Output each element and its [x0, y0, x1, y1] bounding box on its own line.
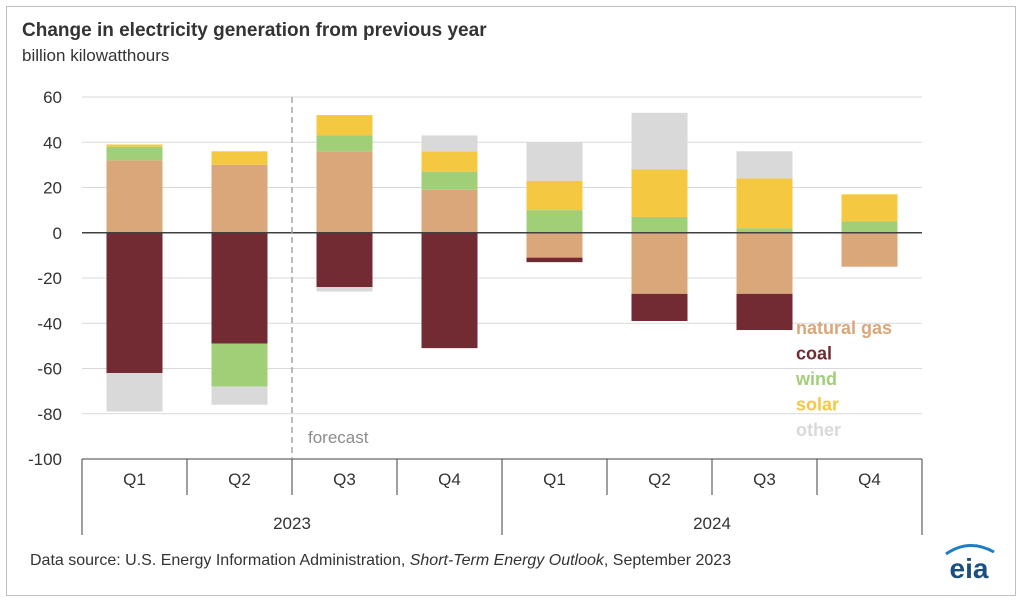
x-group-label: 2023 [273, 514, 311, 533]
bar-solar [316, 115, 373, 136]
y-tick-label: 40 [43, 133, 62, 152]
bar-other [421, 135, 478, 152]
y-tick-label: -80 [37, 405, 62, 424]
x-tick-label: Q3 [333, 470, 356, 489]
x-tick-label: Q4 [438, 470, 461, 489]
bar-natural-gas [526, 232, 583, 258]
legend-natural-gas: natural gas [796, 318, 892, 338]
bar-natural-gas [841, 232, 898, 267]
y-tick-label: -100 [28, 450, 62, 469]
y-tick-label: -40 [37, 314, 62, 333]
bar-wind [631, 216, 688, 233]
bar-wind [106, 146, 163, 161]
bar-wind [316, 135, 373, 152]
bar-natural-gas [736, 232, 793, 294]
bar-wind [211, 343, 268, 387]
bar-coal [211, 232, 268, 344]
bar-solar [736, 178, 793, 229]
y-tick-label: 0 [53, 224, 62, 243]
x-tick-label: Q3 [753, 470, 776, 489]
bar-solar [631, 169, 688, 217]
bar-solar [421, 151, 478, 172]
bar-natural-gas [211, 164, 268, 233]
bar-other [106, 373, 163, 412]
bar-wind [526, 210, 583, 233]
y-tick-label: 60 [43, 88, 62, 107]
bar-wind [841, 221, 898, 233]
source-suffix: , September 2023 [603, 552, 732, 569]
bar-coal [316, 232, 373, 288]
legend-solar: solar [796, 395, 839, 415]
bar-coal [736, 293, 793, 331]
legend-wind: wind [795, 369, 837, 389]
legend-other: other [796, 420, 841, 440]
bar-wind [736, 228, 793, 233]
bar-natural-gas [631, 232, 688, 294]
bar-solar [526, 180, 583, 211]
bar-natural-gas [421, 189, 478, 233]
eia-logo-arc [945, 544, 995, 556]
chart-frame [6, 6, 1016, 596]
data-source-note: Data source: U.S. Energy Information Adm… [30, 552, 731, 570]
chart-title: Change in electricity generation from pr… [22, 20, 487, 41]
x-tick-label: Q1 [543, 470, 566, 489]
bar-natural-gas [106, 160, 163, 233]
x-tick-label: Q4 [858, 470, 881, 489]
legend-coal: coal [796, 344, 832, 364]
chart-subtitle: billion kilowatthours [22, 46, 170, 65]
x-tick-label: Q1 [123, 470, 146, 489]
x-tick-label: Q2 [648, 470, 671, 489]
bar-other [526, 142, 583, 181]
y-tick-label: -20 [37, 269, 62, 288]
source-prefix: Data source: U.S. Energy Information Adm… [30, 552, 410, 569]
bar-natural-gas [316, 151, 373, 233]
bar-coal [106, 232, 163, 374]
x-group-label: 2024 [693, 514, 731, 533]
source-publication: Short-Term Energy Outlook [409, 552, 604, 569]
bar-other [316, 287, 373, 292]
bar-coal [631, 293, 688, 321]
bar-solar [211, 151, 268, 165]
bar-wind [421, 171, 478, 190]
bar-other [211, 386, 268, 405]
bar-coal [526, 257, 583, 263]
bar-solar [841, 194, 898, 222]
bar-solar [106, 144, 163, 147]
forecast-label: forecast [308, 428, 369, 447]
y-tick-label: -60 [37, 360, 62, 379]
eia-logo: eia [945, 544, 995, 584]
eia-logo-text: eia [950, 553, 989, 584]
bar-other [736, 151, 793, 179]
bar-coal [421, 232, 478, 349]
bar-other [631, 112, 688, 170]
y-tick-label: 20 [43, 179, 62, 198]
x-tick-label: Q2 [228, 470, 251, 489]
